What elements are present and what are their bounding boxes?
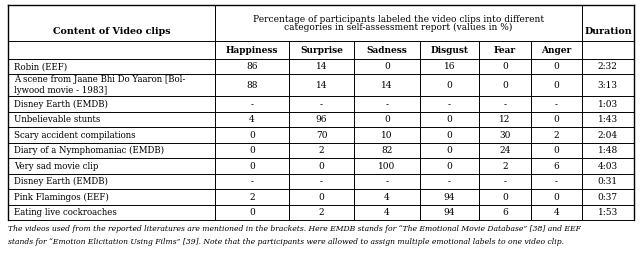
Text: 0: 0 xyxy=(554,81,559,90)
Text: 1:48: 1:48 xyxy=(598,146,618,155)
Text: Fear: Fear xyxy=(494,46,516,55)
Text: Content of Video clips: Content of Video clips xyxy=(52,28,170,36)
Text: 2: 2 xyxy=(502,162,508,171)
Text: 4: 4 xyxy=(554,208,559,217)
Text: 4: 4 xyxy=(384,208,390,217)
Text: 0: 0 xyxy=(249,208,255,217)
Text: Duration: Duration xyxy=(584,28,632,36)
Text: 0: 0 xyxy=(447,81,452,90)
Text: The videos used from the reported literatures are mentioned in the brackets. Her: The videos used from the reported litera… xyxy=(8,225,581,233)
Text: 4: 4 xyxy=(249,115,255,124)
Text: -: - xyxy=(555,177,557,186)
Text: 96: 96 xyxy=(316,115,327,124)
Text: -: - xyxy=(448,177,451,186)
Text: Robin (EEF): Robin (EEF) xyxy=(14,62,67,71)
Text: -: - xyxy=(448,100,451,109)
Text: categories in self-assessment report (values in %): categories in self-assessment report (va… xyxy=(284,23,513,32)
Text: 12: 12 xyxy=(499,115,511,124)
Text: 4:03: 4:03 xyxy=(598,162,618,171)
Text: 0: 0 xyxy=(447,162,452,171)
Text: 0: 0 xyxy=(384,115,390,124)
Text: 0: 0 xyxy=(319,162,324,171)
Text: 0: 0 xyxy=(447,146,452,155)
Text: 10: 10 xyxy=(381,131,392,140)
Text: 0:31: 0:31 xyxy=(598,177,618,186)
Text: -: - xyxy=(320,177,323,186)
Text: 0: 0 xyxy=(319,193,324,202)
Text: Disney Earth (EMDB): Disney Earth (EMDB) xyxy=(14,177,108,186)
Text: -: - xyxy=(385,100,388,109)
Text: 0: 0 xyxy=(554,62,559,71)
Text: Unbelievable stunts: Unbelievable stunts xyxy=(14,115,100,124)
Text: A scene from Jaane Bhi Do Yaaron [Bol-: A scene from Jaane Bhi Do Yaaron [Bol- xyxy=(14,76,185,84)
Text: -: - xyxy=(555,100,557,109)
Text: 24: 24 xyxy=(499,146,511,155)
Text: -: - xyxy=(504,100,506,109)
Text: Happiness: Happiness xyxy=(226,46,278,55)
Text: Very sad movie clip: Very sad movie clip xyxy=(14,162,99,171)
Text: 88: 88 xyxy=(246,81,258,90)
Text: -: - xyxy=(385,177,388,186)
Text: 0:37: 0:37 xyxy=(598,193,618,202)
Text: 3:13: 3:13 xyxy=(598,81,618,90)
Text: stands for “Emotion Elicitation Using Films” [39]. Note that the participants we: stands for “Emotion Elicitation Using Fi… xyxy=(8,239,564,247)
Text: 1:03: 1:03 xyxy=(598,100,618,109)
Text: 14: 14 xyxy=(381,81,392,90)
Text: Surprise: Surprise xyxy=(300,46,343,55)
Text: 6: 6 xyxy=(554,162,559,171)
Text: Anger: Anger xyxy=(541,46,572,55)
Text: 0: 0 xyxy=(554,115,559,124)
Text: Disgust: Disgust xyxy=(431,46,468,55)
Text: 0: 0 xyxy=(384,62,390,71)
Text: 1:53: 1:53 xyxy=(598,208,618,217)
Text: -: - xyxy=(250,100,253,109)
Text: Scary accident compilations: Scary accident compilations xyxy=(14,131,136,140)
Text: 0: 0 xyxy=(447,131,452,140)
Text: 4: 4 xyxy=(384,193,390,202)
Text: -: - xyxy=(504,177,506,186)
Text: 100: 100 xyxy=(378,162,396,171)
Text: 0: 0 xyxy=(502,81,508,90)
Text: 2:32: 2:32 xyxy=(598,62,618,71)
Text: Percentage of participants labeled the video clips into different: Percentage of participants labeled the v… xyxy=(253,14,544,24)
Text: 1:43: 1:43 xyxy=(598,115,618,124)
Text: 94: 94 xyxy=(444,193,455,202)
Text: 2:04: 2:04 xyxy=(598,131,618,140)
Text: 2: 2 xyxy=(319,146,324,155)
Text: 0: 0 xyxy=(249,131,255,140)
Text: 0: 0 xyxy=(447,115,452,124)
Text: 94: 94 xyxy=(444,208,455,217)
Text: 0: 0 xyxy=(554,146,559,155)
Text: Diary of a Nymphomaniac (EMDB): Diary of a Nymphomaniac (EMDB) xyxy=(14,146,164,155)
Text: -: - xyxy=(250,177,253,186)
Text: 82: 82 xyxy=(381,146,392,155)
Text: 2: 2 xyxy=(554,131,559,140)
Text: 0: 0 xyxy=(249,162,255,171)
Text: 0: 0 xyxy=(249,146,255,155)
Text: 2: 2 xyxy=(249,193,255,202)
Text: 16: 16 xyxy=(444,62,455,71)
Text: 6: 6 xyxy=(502,208,508,217)
Text: 0: 0 xyxy=(502,62,508,71)
Text: 0: 0 xyxy=(554,193,559,202)
Text: 14: 14 xyxy=(316,81,327,90)
Text: 30: 30 xyxy=(499,131,511,140)
Text: Disney Earth (EMDB): Disney Earth (EMDB) xyxy=(14,100,108,109)
Text: Eating live cockroaches: Eating live cockroaches xyxy=(14,208,117,217)
Text: 14: 14 xyxy=(316,62,327,71)
Text: 86: 86 xyxy=(246,62,258,71)
Text: 0: 0 xyxy=(502,193,508,202)
Text: lywood movie - 1983]: lywood movie - 1983] xyxy=(14,87,108,95)
Text: -: - xyxy=(320,100,323,109)
Text: 70: 70 xyxy=(316,131,327,140)
Text: Sadness: Sadness xyxy=(367,46,407,55)
Text: Pink Flamingos (EEF): Pink Flamingos (EEF) xyxy=(14,193,109,202)
Text: 2: 2 xyxy=(319,208,324,217)
